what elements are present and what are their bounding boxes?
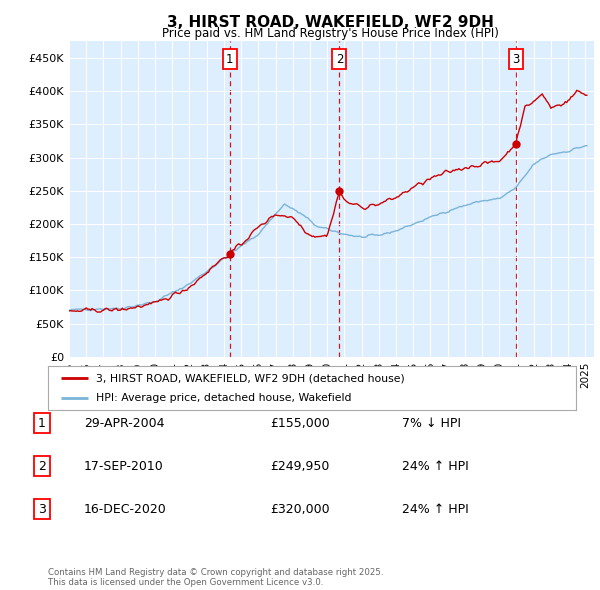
Text: 2: 2 bbox=[335, 53, 343, 65]
Text: Contains HM Land Registry data © Crown copyright and database right 2025.
This d: Contains HM Land Registry data © Crown c… bbox=[48, 568, 383, 587]
Text: 17-SEP-2010: 17-SEP-2010 bbox=[84, 460, 164, 473]
Text: £155,000: £155,000 bbox=[270, 417, 330, 430]
Text: Price paid vs. HM Land Registry's House Price Index (HPI): Price paid vs. HM Land Registry's House … bbox=[161, 27, 499, 40]
Text: 1: 1 bbox=[38, 417, 46, 430]
Text: HPI: Average price, detached house, Wakefield: HPI: Average price, detached house, Wake… bbox=[95, 393, 351, 403]
Text: 24% ↑ HPI: 24% ↑ HPI bbox=[402, 503, 469, 516]
Text: 3, HIRST ROAD, WAKEFIELD, WF2 9DH: 3, HIRST ROAD, WAKEFIELD, WF2 9DH bbox=[167, 15, 493, 30]
Text: 2: 2 bbox=[38, 460, 46, 473]
Text: 24% ↑ HPI: 24% ↑ HPI bbox=[402, 460, 469, 473]
Text: 29-APR-2004: 29-APR-2004 bbox=[84, 417, 164, 430]
Text: 3, HIRST ROAD, WAKEFIELD, WF2 9DH (detached house): 3, HIRST ROAD, WAKEFIELD, WF2 9DH (detac… bbox=[95, 373, 404, 383]
Text: £249,950: £249,950 bbox=[270, 460, 329, 473]
Text: 3: 3 bbox=[512, 53, 520, 65]
Text: 16-DEC-2020: 16-DEC-2020 bbox=[84, 503, 167, 516]
Text: £320,000: £320,000 bbox=[270, 503, 329, 516]
Text: 3: 3 bbox=[38, 503, 46, 516]
Text: 7% ↓ HPI: 7% ↓ HPI bbox=[402, 417, 461, 430]
Text: 1: 1 bbox=[226, 53, 233, 65]
